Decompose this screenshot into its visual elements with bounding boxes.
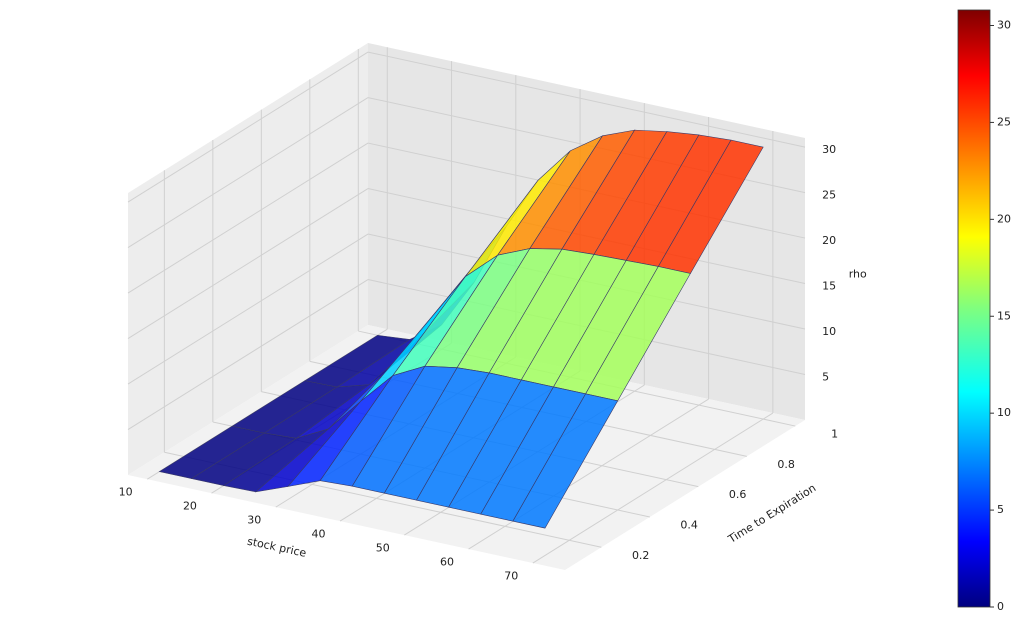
x-tick-label: 10 — [119, 486, 133, 499]
x-tick-label: 40 — [311, 528, 325, 541]
surface — [158, 129, 764, 529]
z-tick-label: 25 — [822, 188, 836, 201]
grid-line — [127, 188, 369, 339]
x-tick-label: 50 — [376, 542, 390, 555]
colorbar-tick-label: 20 — [997, 212, 1011, 225]
x-axis-label: stock price — [246, 535, 308, 560]
grid-line — [127, 279, 369, 430]
grid-line — [127, 97, 369, 249]
y-tick-label: 0.6 — [729, 488, 747, 501]
grid-line — [127, 142, 369, 294]
colorbar-tick-label: 10 — [997, 406, 1011, 419]
grid-line — [127, 51, 369, 203]
z-axis-label: rho — [849, 267, 867, 280]
left-pane — [128, 43, 368, 475]
z-tick-label: 15 — [822, 279, 836, 292]
y-tick-label: 0.4 — [680, 519, 698, 532]
z-tick-label: 30 — [822, 143, 836, 156]
z-tick-label: 20 — [822, 234, 836, 247]
z-tick-label: 5 — [822, 370, 829, 383]
z-tick-label: 10 — [822, 325, 836, 338]
colorbar-tick-label: 0 — [997, 600, 1004, 613]
colorbar — [957, 9, 991, 608]
x-tick-label: 20 — [183, 500, 197, 513]
colorbar-tick-label: 15 — [997, 309, 1011, 322]
colorbar-tick-label: 30 — [997, 19, 1011, 32]
grid-line — [127, 233, 369, 385]
grid-line — [367, 51, 806, 148]
y-tick-label: 0.8 — [777, 458, 795, 471]
grid-line — [468, 398, 709, 550]
x-tick-label: 30 — [247, 514, 261, 527]
y-tick-label: 1 — [831, 428, 838, 441]
surface-cell — [512, 393, 619, 529]
y-tick-label: 0.2 — [632, 549, 650, 562]
x-tick-label: 70 — [504, 570, 518, 583]
colorbar-tick-label: 25 — [997, 115, 1011, 128]
x-tick-label: 60 — [440, 556, 454, 569]
grid-line — [532, 412, 774, 564]
colorbar-tick-label: 5 — [997, 503, 1004, 516]
